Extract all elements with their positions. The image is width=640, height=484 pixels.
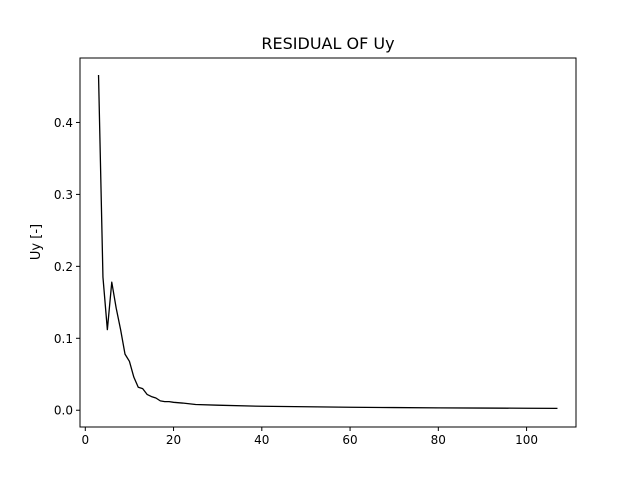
x-axis-ticks: 0 20 40 60 80 100 [81,427,538,447]
x-tick-label: 80 [431,433,446,447]
x-tick-label: 100 [515,433,538,447]
y-axis-label: Uy [-] [29,224,44,260]
y-tick-label: 0.1 [54,332,73,346]
series-layer [97,74,558,410]
y-tick-label: 0.3 [54,188,73,202]
y-tick-label: 0.2 [54,260,73,274]
x-tick-label: 40 [254,433,269,447]
y-axis-ticks: 0.0 0.1 0.2 0.3 0.4 [54,116,80,418]
x-tick-label: 0 [81,433,89,447]
x-tick-label: 20 [166,433,181,447]
x-tick-label: 60 [342,433,357,447]
y-tick-label: 0.0 [54,404,73,418]
chart-title: RESIDUAL OF Uy [261,34,394,53]
y-tick-label: 0.4 [54,116,73,130]
plot-area-frame [79,57,577,428]
series-line [97,74,558,410]
